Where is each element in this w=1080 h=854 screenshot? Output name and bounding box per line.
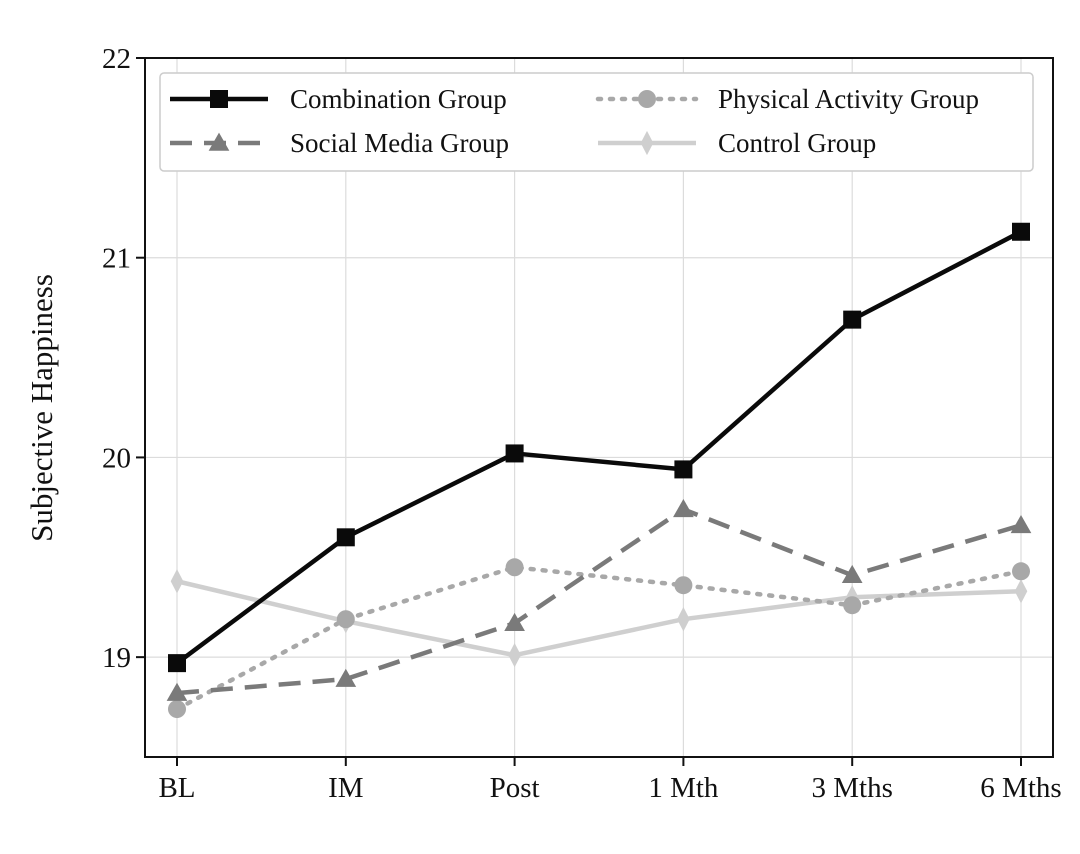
series-line: [176, 507, 1022, 696]
data-point-marker: [505, 558, 524, 577]
data-point-marker: [168, 654, 186, 673]
legend-item: Social Media Group: [170, 128, 509, 158]
plot-frame: [144, 57, 1054, 758]
y-tick-label: 22: [102, 43, 131, 75]
series-physical-activity-group: [168, 558, 1030, 719]
x-tick-label: BL: [158, 772, 195, 804]
data-point-marker: [168, 700, 186, 719]
legend-marker: [640, 130, 654, 156]
legend-label: Social Media Group: [290, 128, 509, 158]
data-point-marker: [674, 460, 693, 479]
data-point-marker: [504, 612, 525, 631]
data-point-marker: [335, 668, 357, 687]
data-point-marker: [1012, 562, 1030, 581]
series-line: [176, 579, 1022, 658]
legend: Combination Group Social Media Group Physi…: [159, 72, 1034, 172]
legend-item: Physical Activity Group: [595, 84, 979, 114]
data-point-marker: [1010, 514, 1032, 534]
x-tick-label: Post: [490, 772, 540, 804]
data-point-marker: [843, 596, 862, 615]
legend-marker: [638, 90, 656, 108]
data-point-marker: [677, 607, 690, 632]
legend-item: Combination Group: [170, 84, 507, 114]
axes: BL IM Post 1 Mth 3 Mths 6 Mths 19 20 21 22: [102, 43, 1062, 804]
data-point-marker: [1012, 222, 1030, 241]
data-point-marker: [170, 569, 184, 594]
data-point-marker: [166, 682, 188, 701]
data-point-marker: [843, 310, 862, 329]
series-line: [174, 565, 1024, 712]
y-tick-label: 19: [102, 642, 131, 674]
data-point-marker: [505, 444, 524, 463]
y-tick-label: 21: [102, 243, 131, 275]
data-point-marker: [1014, 579, 1028, 604]
series-social-media-group: [166, 499, 1032, 701]
legend-label: Physical Activity Group: [718, 84, 979, 114]
data-point-marker: [336, 610, 355, 629]
data-point-marker: [674, 576, 693, 595]
data-point-marker: [841, 564, 863, 584]
legend-box: [159, 72, 1034, 172]
data-series: [166, 222, 1032, 719]
series-combination-group: [168, 222, 1030, 673]
data-point-marker: [336, 528, 355, 547]
legend-item: Control Group: [598, 128, 876, 158]
y-axis-label: Subjective Happiness: [24, 274, 59, 542]
x-tick-label: 1 Mth: [648, 772, 719, 804]
x-tick-label: 6 Mths: [980, 772, 1061, 804]
legend-marker: [210, 90, 228, 108]
legend-label: Control Group: [718, 128, 876, 158]
series-control-group: [170, 569, 1028, 668]
y-tick-label: 20: [102, 442, 131, 474]
legend-marker: [208, 132, 230, 151]
data-point-marker: [508, 642, 521, 668]
x-tick-label: 3 Mths: [812, 772, 893, 804]
x-tick-label: IM: [328, 772, 363, 804]
legend-label: Combination Group: [290, 84, 507, 114]
data-point-marker: [673, 499, 694, 518]
series-line: [175, 229, 1023, 665]
